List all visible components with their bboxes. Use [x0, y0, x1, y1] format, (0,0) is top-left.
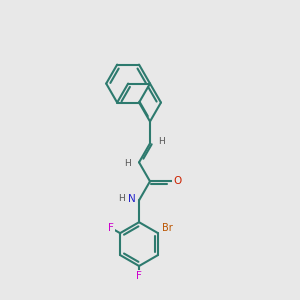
Text: F: F: [136, 272, 142, 281]
Text: H: H: [158, 137, 165, 146]
Text: N: N: [128, 194, 135, 204]
Text: Br: Br: [162, 223, 172, 233]
Text: O: O: [173, 176, 182, 186]
Text: H: H: [118, 194, 125, 203]
Text: H: H: [124, 159, 131, 168]
Text: F: F: [108, 223, 114, 233]
